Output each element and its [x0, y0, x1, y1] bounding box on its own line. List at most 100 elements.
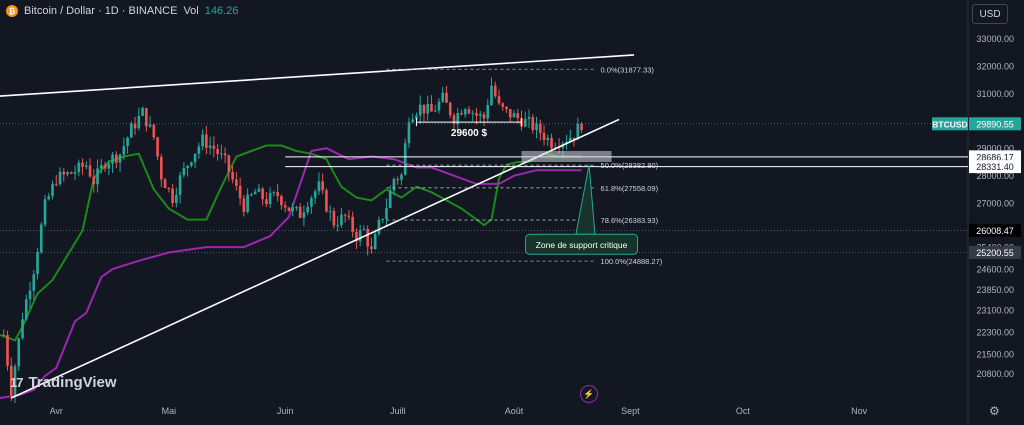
candle-body[interactable]: [250, 194, 253, 196]
candle-body[interactable]: [287, 207, 291, 211]
candle-body[interactable]: [456, 113, 460, 125]
candle-body[interactable]: [190, 162, 193, 166]
candle-body[interactable]: [186, 165, 189, 169]
candle-body[interactable]: [175, 194, 178, 204]
candle-body[interactable]: [238, 185, 242, 199]
candle-body[interactable]: [96, 168, 99, 185]
candle-body[interactable]: [62, 171, 66, 175]
candle-body[interactable]: [441, 92, 445, 102]
candle-body[interactable]: [433, 110, 437, 112]
candle-body[interactable]: [257, 188, 261, 192]
candle-body[interactable]: [265, 199, 268, 205]
support-zone[interactable]: [521, 150, 612, 162]
candle-body[interactable]: [531, 117, 535, 131]
candle-body[interactable]: [36, 252, 39, 275]
candle-body[interactable]: [347, 215, 351, 217]
candle-body[interactable]: [415, 115, 418, 120]
candle-body[interactable]: [302, 212, 306, 218]
candle-body[interactable]: [576, 123, 580, 140]
candle-body[interactable]: [385, 207, 388, 220]
candle-body[interactable]: [291, 207, 294, 211]
candle-body[interactable]: [546, 137, 550, 140]
candle-body[interactable]: [381, 219, 385, 221]
candle-body[interactable]: [208, 145, 212, 148]
candle-body[interactable]: [216, 148, 219, 154]
candle-body[interactable]: [298, 206, 302, 218]
candle-body[interactable]: [21, 319, 24, 339]
candle-body[interactable]: [126, 137, 129, 147]
candle-body[interactable]: [2, 334, 6, 336]
candle-body[interactable]: [227, 155, 231, 172]
candle-body[interactable]: [24, 299, 28, 320]
candle-body[interactable]: [516, 113, 520, 119]
candle-body[interactable]: [475, 112, 478, 116]
candle-body[interactable]: [152, 124, 156, 138]
candle-body[interactable]: [568, 137, 572, 142]
candle-body[interactable]: [343, 214, 347, 216]
candle-body[interactable]: [197, 146, 201, 154]
candle-body[interactable]: [445, 92, 448, 103]
lightning-icon[interactable]: ⚡: [580, 385, 598, 403]
candle-body[interactable]: [460, 113, 463, 115]
candle-body[interactable]: [47, 196, 51, 200]
candle-body[interactable]: [482, 114, 486, 119]
candle-body[interactable]: [223, 153, 227, 156]
candle-body[interactable]: [418, 104, 422, 116]
candle-body[interactable]: [512, 113, 516, 118]
candle-body[interactable]: [212, 145, 216, 149]
candle-body[interactable]: [73, 172, 77, 174]
candle-body[interactable]: [111, 154, 114, 164]
upper-resistance-trendline[interactable]: [0, 54, 635, 97]
candle-body[interactable]: [538, 123, 542, 133]
candle-body[interactable]: [242, 198, 246, 213]
candle-body[interactable]: [340, 214, 343, 226]
candle-body[interactable]: [220, 153, 223, 155]
candle-body[interactable]: [306, 206, 309, 213]
candle-body[interactable]: [486, 104, 490, 119]
candle-body[interactable]: [77, 162, 81, 173]
candle-body[interactable]: [497, 96, 501, 104]
candle-body[interactable]: [373, 233, 377, 250]
candle-body[interactable]: [565, 141, 568, 144]
candle-body[interactable]: [403, 143, 407, 175]
candle-body[interactable]: [388, 190, 392, 208]
candle-body[interactable]: [283, 205, 287, 208]
candle-body[interactable]: [51, 183, 54, 197]
candle-body[interactable]: [272, 192, 276, 194]
green-indicator-line[interactable]: [0, 144, 582, 342]
candle-body[interactable]: [17, 338, 21, 367]
candle-body[interactable]: [118, 154, 122, 163]
candle-body[interactable]: [493, 85, 497, 97]
candle-body[interactable]: [246, 194, 249, 213]
candle-body[interactable]: [430, 103, 433, 112]
gear-icon[interactable]: ⚙: [989, 404, 1000, 418]
candle-body[interactable]: [478, 114, 482, 116]
candle-body[interactable]: [392, 178, 396, 191]
candle-body[interactable]: [527, 117, 531, 119]
candle-body[interactable]: [6, 335, 9, 366]
candle-body[interactable]: [145, 108, 148, 127]
candle-body[interactable]: [355, 231, 358, 242]
candle-body[interactable]: [362, 229, 366, 231]
candle-body[interactable]: [160, 156, 163, 180]
candle-body[interactable]: [130, 123, 133, 138]
candle-body[interactable]: [523, 118, 527, 127]
candle-body[interactable]: [182, 168, 186, 176]
candle-body[interactable]: [366, 229, 370, 247]
candle-body[interactable]: [99, 164, 103, 169]
candle-body[interactable]: [133, 123, 137, 129]
annotation-box[interactable]: [525, 233, 639, 255]
candle-body[interactable]: [9, 365, 13, 396]
candle-body[interactable]: [261, 188, 264, 200]
candle-body[interactable]: [505, 106, 508, 110]
candle-body[interactable]: [535, 123, 538, 131]
candle-body[interactable]: [32, 274, 36, 291]
candle-body[interactable]: [58, 171, 62, 185]
candle-body[interactable]: [205, 134, 208, 148]
candle-body[interactable]: [54, 183, 58, 185]
candle-body[interactable]: [235, 179, 238, 186]
candle-body[interactable]: [201, 134, 204, 147]
candle-body[interactable]: [167, 187, 171, 189]
candle-body[interactable]: [422, 104, 426, 114]
